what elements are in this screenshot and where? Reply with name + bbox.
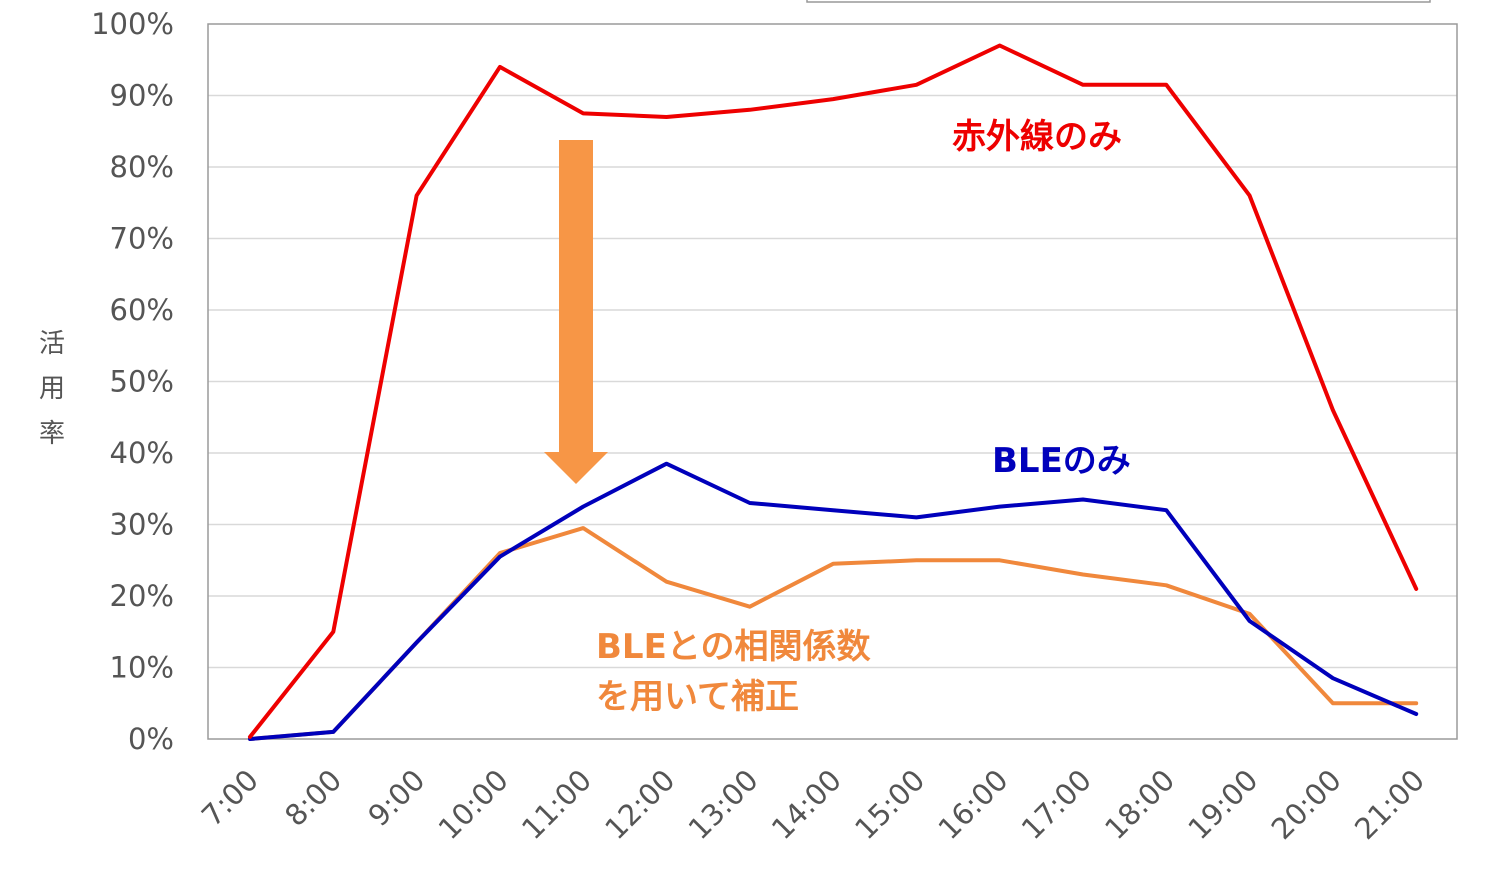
y-tick-label: 10% bbox=[110, 651, 174, 685]
y-tick-label: 20% bbox=[110, 579, 174, 613]
y-axis-title-char-2: 用 bbox=[39, 374, 65, 404]
x-tick-label: 20:00 bbox=[1265, 763, 1348, 846]
plot-area-frame bbox=[207, 23, 1458, 740]
x-tick-label: 13:00 bbox=[682, 763, 765, 846]
down-arrow-icon bbox=[544, 140, 608, 484]
legend-box bbox=[806, 0, 1431, 3]
x-tick-label: 17:00 bbox=[1015, 763, 1098, 846]
y-tick-label: 40% bbox=[110, 436, 174, 470]
series-line-1 bbox=[248, 461, 1419, 741]
x-tick-label: 11:00 bbox=[515, 763, 598, 846]
data-point bbox=[1331, 676, 1335, 680]
data-point bbox=[831, 508, 835, 512]
data-point bbox=[1081, 572, 1085, 577]
y-tick-label: 80% bbox=[110, 150, 174, 184]
data-point bbox=[1414, 701, 1418, 705]
data-point bbox=[581, 526, 585, 530]
data-point bbox=[415, 194, 419, 198]
series-lines bbox=[248, 43, 1419, 741]
data-point bbox=[331, 630, 335, 634]
data-point bbox=[664, 115, 669, 119]
x-tick-label: 12:00 bbox=[598, 763, 681, 846]
data-point bbox=[1248, 612, 1252, 616]
x-tick-label: 15:00 bbox=[848, 763, 931, 846]
data-point bbox=[748, 108, 752, 112]
y-axis-title: 活 用 率 bbox=[39, 329, 65, 449]
x-tick-label: 9:00 bbox=[361, 763, 431, 833]
ir-only-label: 赤外線のみ bbox=[952, 117, 1122, 157]
data-point bbox=[831, 97, 835, 101]
y-tick-label: 70% bbox=[110, 222, 174, 256]
data-point bbox=[1414, 712, 1418, 716]
data-point bbox=[415, 640, 419, 645]
y-axis-title-char-3: 率 bbox=[39, 419, 65, 449]
x-tick-label: 14:00 bbox=[765, 763, 848, 846]
data-point bbox=[1164, 583, 1168, 587]
data-point bbox=[998, 505, 1002, 509]
x-tick-label: 7:00 bbox=[195, 763, 265, 833]
data-point bbox=[998, 558, 1002, 562]
data-point bbox=[914, 83, 919, 87]
data-point bbox=[831, 562, 835, 566]
x-tick-label: 16:00 bbox=[932, 763, 1015, 846]
data-point bbox=[1248, 619, 1252, 623]
y-axis-title-char-1: 活 bbox=[39, 329, 65, 359]
ble-only-label: BLEのみ bbox=[992, 441, 1131, 481]
data-point bbox=[748, 605, 752, 609]
data-point bbox=[914, 558, 919, 562]
data-point bbox=[248, 735, 252, 739]
y-tick-label: 0% bbox=[128, 722, 174, 756]
data-point bbox=[748, 501, 752, 505]
x-tick-label: 18:00 bbox=[1098, 763, 1181, 846]
corrected-label-line-2: を用いて補正 bbox=[596, 677, 799, 717]
y-tick-label: 60% bbox=[110, 293, 174, 327]
y-tick-label: 100% bbox=[91, 7, 174, 41]
gridlines bbox=[208, 94, 1457, 669]
x-tick-label: 10:00 bbox=[432, 763, 515, 846]
data-point bbox=[1331, 408, 1335, 412]
data-point bbox=[331, 730, 335, 734]
data-point bbox=[914, 515, 919, 519]
data-point bbox=[1081, 497, 1085, 502]
data-point bbox=[664, 462, 669, 466]
x-tick-label: 19:00 bbox=[1181, 763, 1264, 846]
data-point bbox=[581, 505, 585, 509]
x-tick-label: 8:00 bbox=[278, 763, 348, 833]
data-point bbox=[1081, 83, 1085, 87]
y-tick-label: 50% bbox=[110, 365, 174, 399]
data-point bbox=[1414, 587, 1418, 591]
data-point bbox=[1248, 194, 1252, 198]
data-point bbox=[581, 111, 585, 115]
y-tick-label: 30% bbox=[110, 508, 174, 542]
y-axis-ticks: 0% 10% 20% 30% 40% 50% 60% 70% 80% 90% 100% bbox=[91, 7, 174, 756]
y-tick-label: 90% bbox=[110, 79, 174, 113]
x-tick-label: 21:00 bbox=[1348, 763, 1431, 846]
data-point bbox=[1164, 83, 1168, 87]
data-point bbox=[498, 65, 502, 69]
data-point bbox=[1331, 701, 1335, 705]
corrected-label-line-1: BLEとの相関係数 bbox=[596, 627, 870, 667]
data-point bbox=[998, 43, 1002, 48]
data-point bbox=[498, 555, 502, 559]
x-axis-ticks: 7:00 8:00 9:00 10:00 11:00 12:00 13:00 14:00 15:… bbox=[195, 763, 1431, 846]
data-point bbox=[664, 580, 669, 584]
data-point bbox=[1164, 508, 1168, 512]
